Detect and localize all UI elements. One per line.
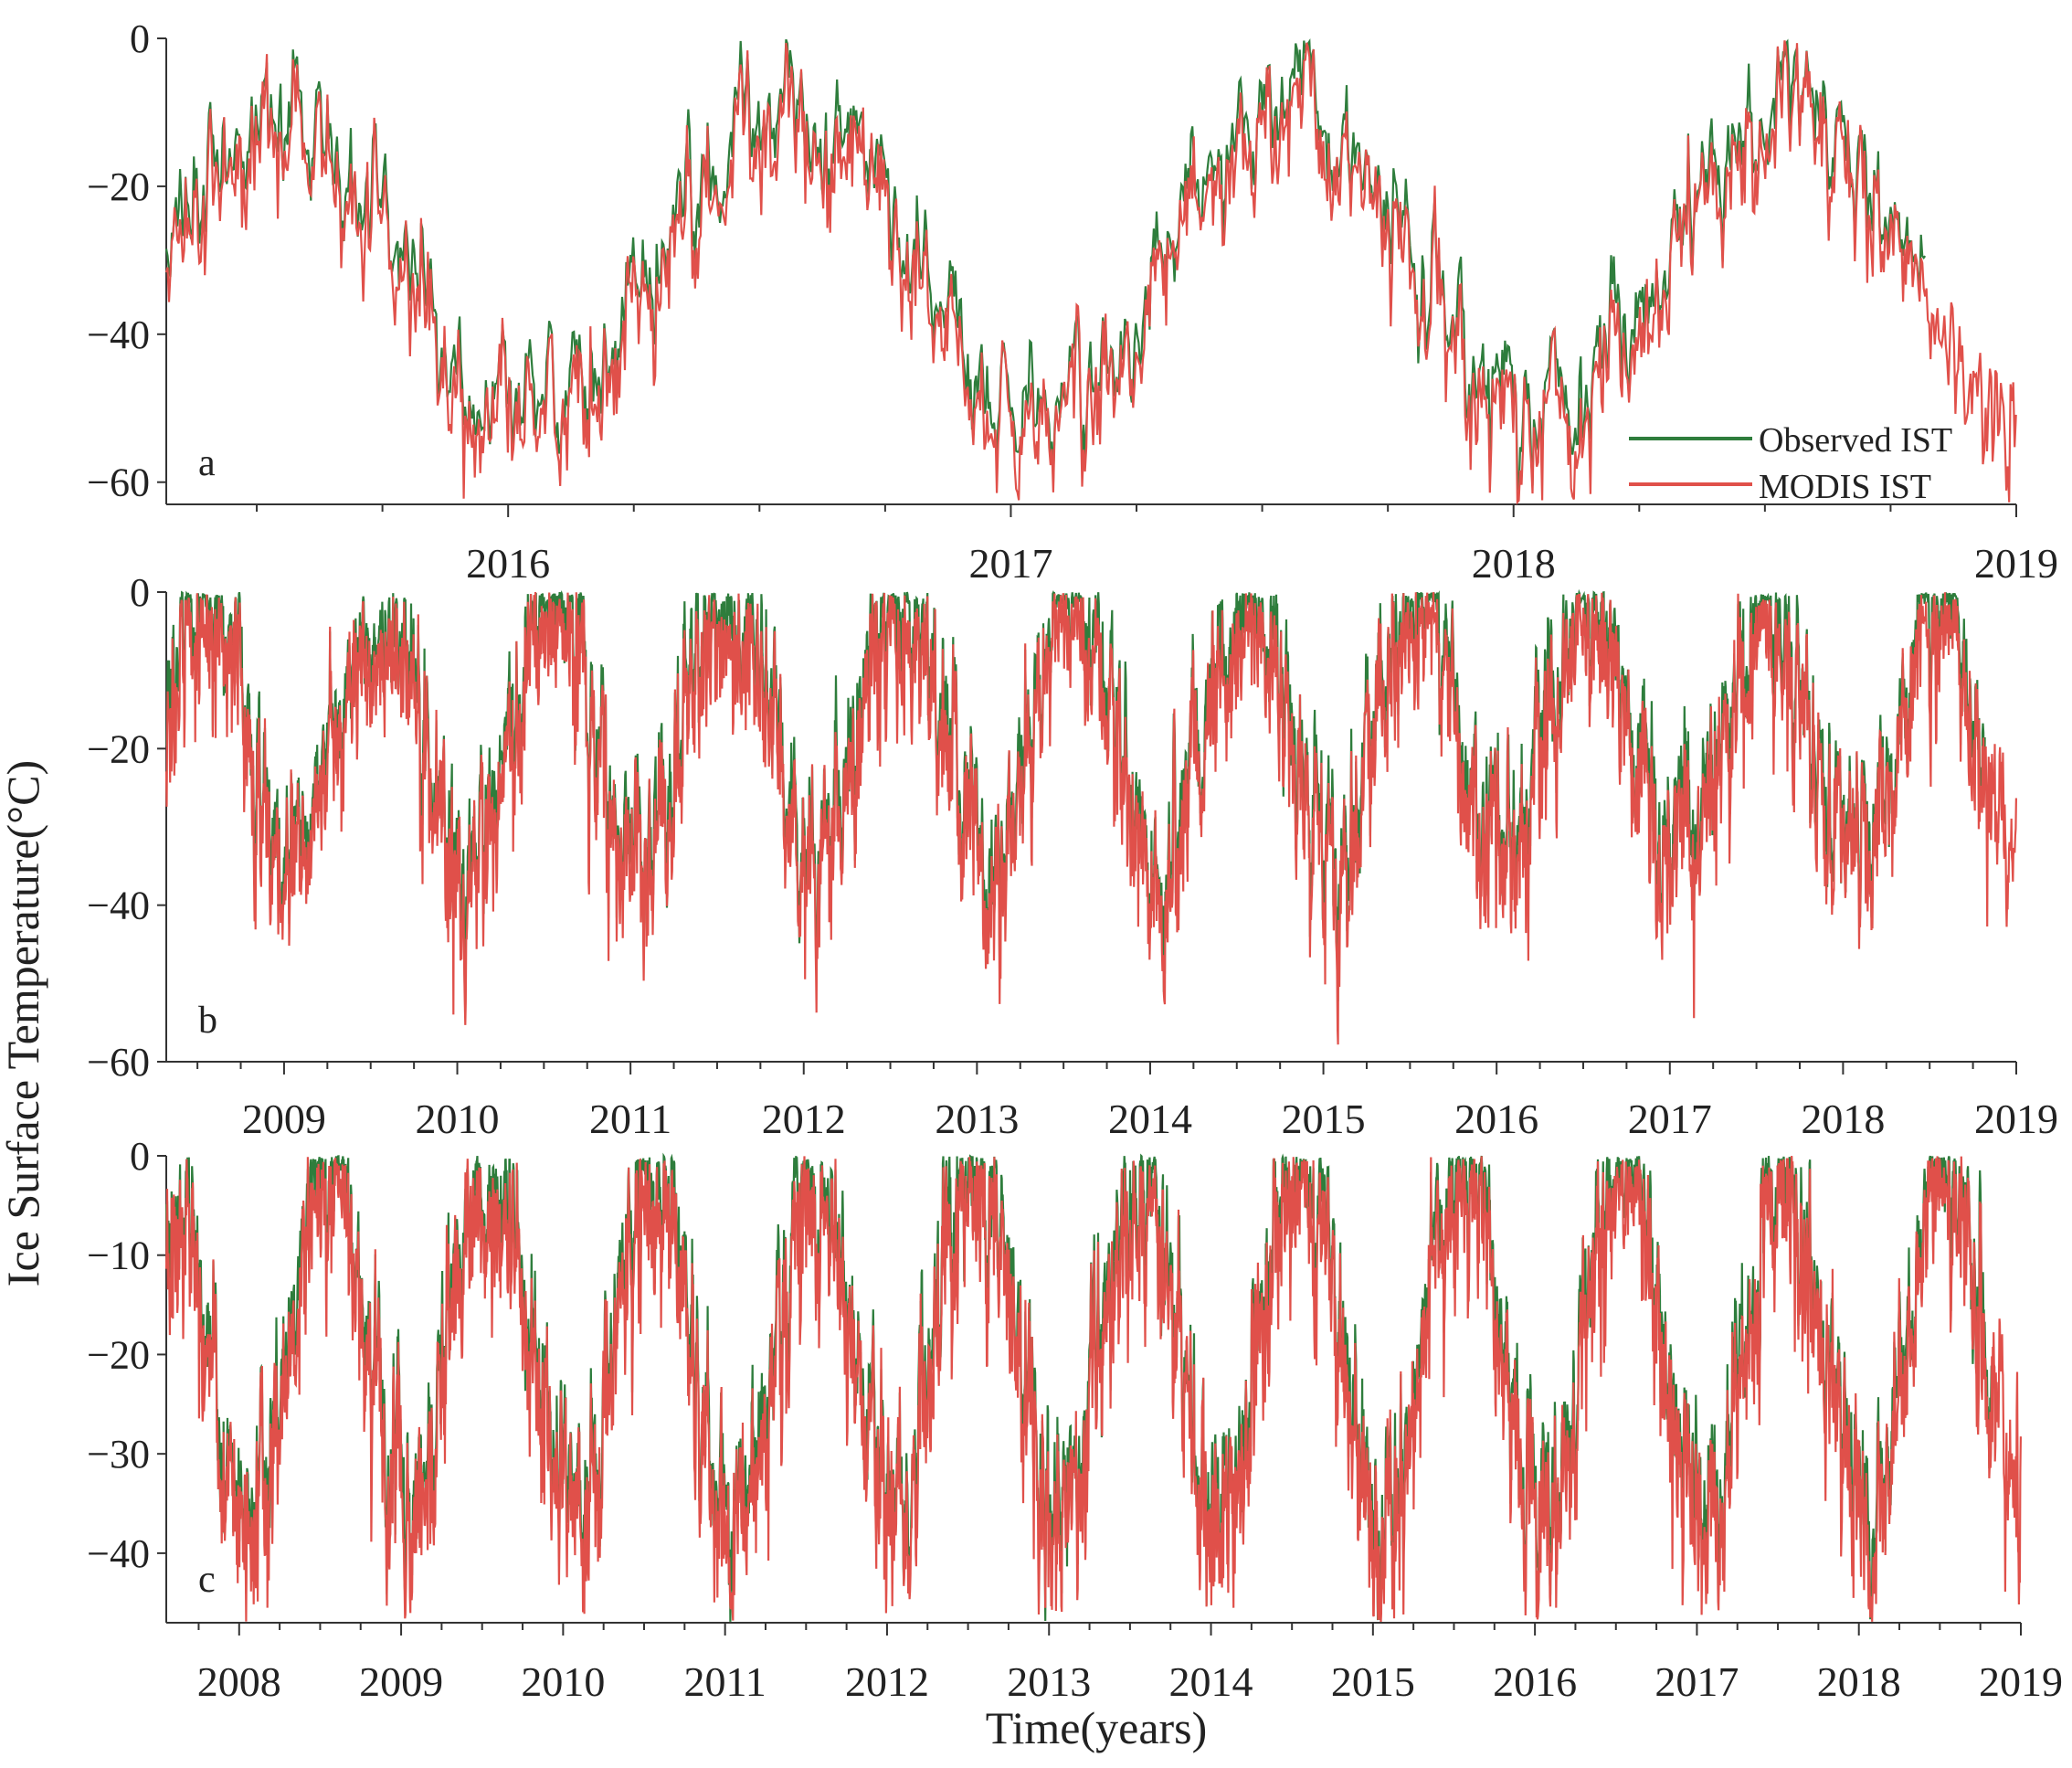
year-label-c: 2017 bbox=[1654, 1658, 1739, 1705]
y-tick-label-b: −40 bbox=[87, 884, 150, 928]
year-label-b: 2013 bbox=[935, 1096, 1019, 1142]
year-label-a: 2019 bbox=[1974, 540, 2058, 587]
y-tick-label-c: −20 bbox=[87, 1332, 150, 1377]
y-tick-label-c: −40 bbox=[87, 1531, 150, 1576]
year-label-b: 2011 bbox=[589, 1096, 671, 1142]
year-label-c: 2008 bbox=[197, 1658, 281, 1705]
panel-a: 0 −20 −40 −60 2016 2017 2018 2019 a bbox=[87, 16, 2058, 587]
year-label-c: 2013 bbox=[1007, 1658, 1091, 1705]
panel-b: 0 −20 −40 −60 2009 2010 2011 2012 2013 2014 2015 20… bbox=[87, 570, 2058, 1142]
x-axis-title: Time(years) bbox=[986, 1702, 1208, 1753]
modis-ist-line-b bbox=[164, 591, 2017, 1045]
year-label-b: 2019 bbox=[1974, 1096, 2058, 1142]
y-tick-label-a: −20 bbox=[87, 164, 150, 209]
year-label-c: 2009 bbox=[359, 1658, 443, 1705]
legend: Observed IST MODIS IST bbox=[1629, 421, 1952, 506]
year-label-b: 2014 bbox=[1108, 1096, 1192, 1142]
y-tick-label-b: −20 bbox=[87, 726, 150, 771]
year-label-c: 2014 bbox=[1169, 1658, 1253, 1705]
year-label-c: 2018 bbox=[1817, 1658, 1901, 1705]
year-label-a: 2016 bbox=[466, 540, 550, 587]
y-tick-label-b: −60 bbox=[87, 1040, 150, 1085]
y-tick-label-a: 0 bbox=[130, 16, 150, 61]
y-axis-title: Ice Surface Temperature(°C) bbox=[0, 760, 48, 1286]
year-label-a: 2017 bbox=[968, 540, 1052, 587]
year-label-c: 2011 bbox=[684, 1658, 766, 1705]
year-label-c: 2012 bbox=[845, 1658, 929, 1705]
y-tick-label-b: 0 bbox=[130, 570, 150, 615]
year-label-c: 2015 bbox=[1331, 1658, 1415, 1705]
y-tick-label-a: −60 bbox=[87, 461, 150, 505]
y-tick-label-c: −10 bbox=[87, 1233, 150, 1278]
panel-letter-b: b bbox=[198, 1000, 217, 1042]
y-tick-label-a: −40 bbox=[87, 312, 150, 357]
year-label-b: 2018 bbox=[1801, 1096, 1885, 1142]
year-label-b: 2016 bbox=[1454, 1096, 1538, 1142]
legend-observed-label: Observed IST bbox=[1759, 421, 1952, 460]
y-tick-label-c: −30 bbox=[87, 1432, 150, 1477]
y-tick-label-c: 0 bbox=[130, 1134, 150, 1179]
year-label-a: 2018 bbox=[1472, 540, 1556, 587]
modis-ist-line-a bbox=[164, 40, 2017, 505]
legend-modis-label: MODIS IST bbox=[1759, 468, 1931, 506]
year-label-c: 2019 bbox=[1979, 1658, 2063, 1705]
year-label-b: 2009 bbox=[242, 1096, 326, 1142]
year-label-c: 2016 bbox=[1493, 1658, 1577, 1705]
year-label-c: 2010 bbox=[521, 1658, 605, 1705]
year-label-b: 2015 bbox=[1282, 1096, 1366, 1142]
panel-letter-c: c bbox=[198, 1559, 216, 1601]
year-label-b: 2012 bbox=[762, 1096, 846, 1142]
year-label-b: 2017 bbox=[1628, 1096, 1712, 1142]
panel-letter-a: a bbox=[198, 442, 216, 484]
modis-ist-line-c bbox=[164, 1156, 2022, 1622]
year-label-b: 2010 bbox=[416, 1096, 500, 1142]
panel-c: 0 −10 −20 −30 −40 2008 2009 2010 2011 2012 2013 201… bbox=[87, 1134, 2063, 1705]
